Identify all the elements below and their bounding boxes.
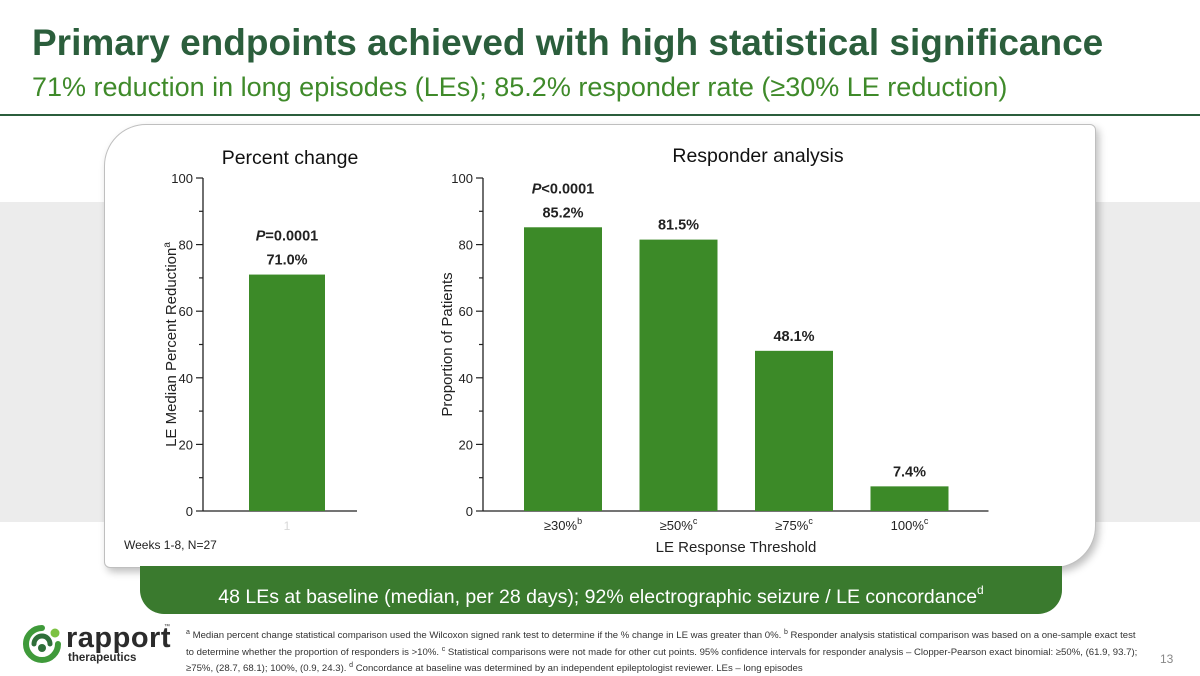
page-number: 13 (1160, 652, 1174, 666)
y-tick-label: 60 (459, 304, 473, 319)
x-tick-label: 1 (284, 519, 291, 533)
y-axis-label: LE Median Percent Reductiona (162, 242, 180, 447)
logo-wordmark: rapport (66, 622, 171, 654)
y-axis-label-sup: a (162, 242, 173, 248)
page-subtitle: 71% reduction in long episodes (LEs); 85… (32, 72, 1008, 102)
y-tick-label: 100 (451, 171, 473, 186)
data-label: 48.1% (773, 329, 814, 345)
y-tick-label: 20 (179, 437, 193, 452)
p-value-prefix: P (256, 229, 266, 245)
y-tick-label: 0 (466, 504, 473, 519)
bar (249, 274, 325, 511)
p-value-prefix: P (532, 181, 542, 197)
x-tick-label: ≥30%b (544, 516, 582, 533)
bar (639, 239, 718, 512)
company-logo: rapport ™ therapeutics (22, 622, 172, 668)
bar (755, 350, 833, 511)
footnote-a: Median percent change statistical compar… (189, 630, 784, 642)
data-label: 71.0% (266, 253, 307, 269)
x-tick-label: ≥75%c (775, 516, 813, 533)
y-tick-label: 80 (179, 238, 193, 253)
footnote-a-mark: a (186, 629, 190, 636)
y-tick-label: 40 (179, 371, 193, 386)
footnote-c: Statistical comparisons were not made fo… (186, 646, 1138, 675)
x-tick-label: 100%c (891, 516, 929, 533)
chart-title: Percent change (222, 147, 359, 169)
footnote-c-mark: c (441, 645, 446, 653)
footnote-d-mark: d (349, 662, 354, 670)
x-tick-label-sup: c (924, 516, 929, 526)
bar (870, 486, 949, 511)
p-value-suffix: <0.0001 (541, 181, 594, 197)
p-value-annotation: P=0.0001 (256, 229, 319, 245)
banner-sup: d (977, 583, 984, 597)
header-divider (0, 114, 1200, 116)
y-tick-label: 0 (186, 504, 193, 519)
data-label: 85.2% (542, 205, 583, 221)
y-axis-label: Proportion of Patients (439, 272, 456, 416)
bar (524, 227, 602, 511)
footnote-d: Concordance at baseline was determined b… (353, 663, 803, 675)
x-tick-label: ≥50%c (660, 516, 698, 533)
y-tick-label: 20 (459, 437, 473, 452)
footnote-b: Responder analysis statistical compariso… (186, 630, 1136, 658)
y-tick-label: 100 (171, 171, 193, 186)
logo-tm: ™ (164, 624, 170, 630)
logo-mark-icon (23, 625, 61, 663)
data-label: 7.4% (893, 464, 926, 480)
y-tick-label: 40 (459, 371, 473, 386)
baseline-banner: 48 LEs at baseline (median, per 28 days)… (140, 566, 1062, 614)
x-tick-label-sup: b (577, 516, 582, 526)
x-tick-label-sup: c (808, 516, 813, 526)
page-title: Primary endpoints achieved with high sta… (32, 22, 1104, 63)
logo-subtitle: therapeutics (68, 652, 137, 664)
chart-note: Weeks 1-8, N=27 (124, 538, 217, 552)
p-value-suffix: =0.0001 (265, 229, 318, 245)
data-label: 81.5% (658, 218, 699, 234)
chart-title: Responder analysis (672, 145, 844, 167)
footnote-b-mark: b (783, 629, 788, 636)
y-tick-label: 80 (459, 238, 473, 253)
x-axis-label: LE Response Threshold (656, 539, 817, 556)
footnotes: a Median percent change statistical comp… (186, 626, 1144, 676)
y-tick-label: 60 (179, 304, 193, 319)
banner-text: 48 LEs at baseline (median, per 28 days)… (218, 586, 978, 608)
p-value-annotation: P<0.0001 (532, 181, 595, 197)
x-tick-label-sup: c (693, 516, 698, 526)
